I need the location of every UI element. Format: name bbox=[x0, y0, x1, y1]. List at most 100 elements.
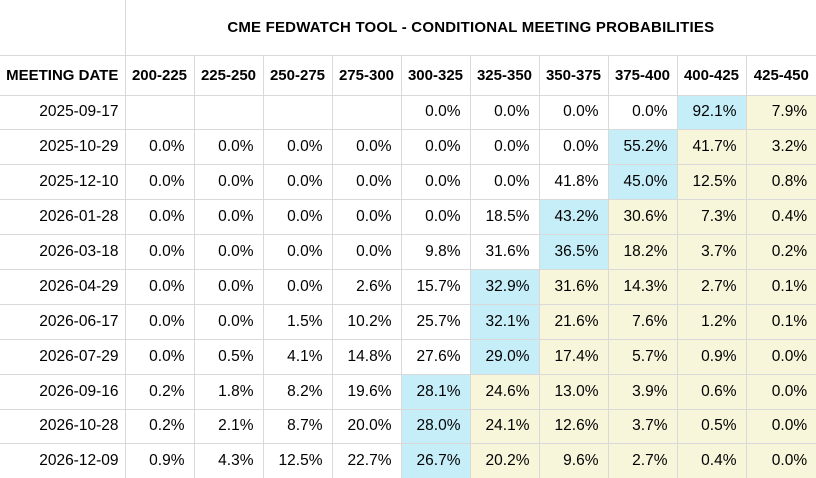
probability-cell: 18.5% bbox=[469, 199, 540, 236]
probability-cell: 0.0% bbox=[124, 234, 195, 270]
probability-cell: 92.1% bbox=[676, 94, 747, 131]
column-header: 350-375 bbox=[538, 54, 609, 96]
probability-cell: 3.9% bbox=[607, 373, 678, 410]
probability-cell: 0.0% bbox=[262, 164, 333, 201]
probability-cell: 7.3% bbox=[676, 199, 747, 236]
probability-cell: 2.7% bbox=[676, 268, 747, 305]
meeting-date-cell: 2026-04-29 bbox=[0, 268, 126, 305]
probability-cell: 32.9% bbox=[469, 268, 540, 305]
probability-cell: 0.0% bbox=[193, 268, 264, 305]
probability-cell: 9.8% bbox=[400, 234, 471, 270]
meeting-date-cell: 2025-12-10 bbox=[0, 164, 126, 201]
probability-cell: 3.2% bbox=[745, 129, 816, 166]
table-row: 2026-09-16 0.2% 1.8% 8.2% 19.6% 28.1% 24.6% 13.… bbox=[0, 373, 816, 410]
probability-cell: 0.2% bbox=[745, 234, 816, 270]
probability-cell: 0.4% bbox=[745, 199, 816, 236]
probability-cell: 0.0% bbox=[400, 164, 471, 201]
probability-cell: 1.8% bbox=[193, 373, 264, 410]
probability-cell: 14.3% bbox=[607, 268, 678, 305]
meeting-date-cell: 2026-01-28 bbox=[0, 199, 126, 236]
column-header: 425-450 bbox=[745, 54, 816, 96]
corner-cell bbox=[0, 0, 126, 56]
table-row: 2026-10-28 0.2% 2.1% 8.7% 20.0% 28.0% 24.1% 12.… bbox=[0, 408, 816, 445]
column-header-meeting-date: MEETING DATE bbox=[0, 54, 126, 96]
probability-cell: 0.0% bbox=[193, 199, 264, 236]
probability-cell: 0.0% bbox=[469, 164, 540, 201]
table-row: 2026-12-09 0.9% 4.3% 12.5% 22.7% 26.7% 20.2% 9.… bbox=[0, 443, 816, 478]
probability-cell: 29.0% bbox=[469, 338, 540, 375]
table-row: 2026-07-29 0.0% 0.5% 4.1% 14.8% 27.6% 29.0% 17.… bbox=[0, 338, 816, 375]
probability-cell: 7.6% bbox=[607, 303, 678, 340]
probability-cell: 55.2% bbox=[607, 129, 678, 166]
probability-cell: 24.1% bbox=[469, 408, 540, 445]
probability-cell: 14.8% bbox=[331, 338, 402, 375]
probability-cell: 31.6% bbox=[538, 268, 609, 305]
probability-cell: 0.0% bbox=[331, 199, 402, 236]
probability-cell: 0.0% bbox=[124, 164, 195, 201]
probability-cell: 0.0% bbox=[262, 234, 333, 270]
probability-cell: 4.3% bbox=[193, 443, 264, 478]
probability-cell: 19.6% bbox=[331, 373, 402, 410]
probability-cell: 0.0% bbox=[193, 303, 264, 340]
title-row: CME FEDWATCH TOOL - CONDITIONAL MEETING … bbox=[0, 0, 816, 56]
probability-cell bbox=[124, 94, 195, 131]
probability-cell: 0.0% bbox=[745, 443, 816, 478]
probability-cell: 0.0% bbox=[400, 199, 471, 236]
probability-cell: 43.2% bbox=[538, 199, 609, 236]
probability-cell bbox=[193, 94, 264, 131]
probability-cell: 9.6% bbox=[538, 443, 609, 478]
probability-cell: 0.4% bbox=[676, 443, 747, 478]
probability-cell: 0.0% bbox=[331, 129, 402, 166]
header-row: MEETING DATE 200-225 225-250 250-275 275-30… bbox=[0, 54, 816, 96]
probability-cell: 0.0% bbox=[124, 129, 195, 166]
probability-cell: 28.0% bbox=[400, 408, 471, 445]
probability-cell bbox=[331, 94, 402, 131]
probability-cell: 0.0% bbox=[745, 373, 816, 410]
table-row: 2026-03-18 0.0% 0.0% 0.0% 0.0% 9.8% 31.6% 36.5%… bbox=[0, 234, 816, 270]
probability-cell: 0.0% bbox=[745, 408, 816, 445]
probability-cell: 4.1% bbox=[262, 338, 333, 375]
probability-cell: 0.1% bbox=[745, 268, 816, 305]
probability-cell: 20.2% bbox=[469, 443, 540, 478]
probability-cell: 25.7% bbox=[400, 303, 471, 340]
table-row: 2025-10-29 0.0% 0.0% 0.0% 0.0% 0.0% 0.0% 0.0% 55… bbox=[0, 129, 816, 166]
probability-cell: 8.7% bbox=[262, 408, 333, 445]
probability-cell: 3.7% bbox=[607, 408, 678, 445]
probability-cell: 0.0% bbox=[124, 303, 195, 340]
meeting-date-cell: 2025-10-29 bbox=[0, 129, 126, 166]
probability-cell: 2.6% bbox=[331, 268, 402, 305]
probability-cell: 2.1% bbox=[193, 408, 264, 445]
probability-cell: 45.0% bbox=[607, 164, 678, 201]
table-row: 2025-12-10 0.0% 0.0% 0.0% 0.0% 0.0% 0.0% 41.8% 4… bbox=[0, 164, 816, 201]
probability-cell: 24.6% bbox=[469, 373, 540, 410]
probability-cell: 8.2% bbox=[262, 373, 333, 410]
probability-cell: 32.1% bbox=[469, 303, 540, 340]
probability-cell bbox=[262, 94, 333, 131]
table-title: CME FEDWATCH TOOL - CONDITIONAL MEETING … bbox=[124, 0, 816, 56]
probability-cell: 12.5% bbox=[676, 164, 747, 201]
table-row: 2026-01-28 0.0% 0.0% 0.0% 0.0% 0.0% 18.5% 43.2%… bbox=[0, 199, 816, 236]
column-header: 375-400 bbox=[607, 54, 678, 96]
probability-cell: 18.2% bbox=[607, 234, 678, 270]
probability-cell: 3.7% bbox=[676, 234, 747, 270]
probability-cell: 7.9% bbox=[745, 94, 816, 131]
column-header: 250-275 bbox=[262, 54, 333, 96]
probability-cell: 0.8% bbox=[745, 164, 816, 201]
probability-cell: 5.7% bbox=[607, 338, 678, 375]
probability-cell: 0.0% bbox=[193, 164, 264, 201]
probability-cell: 31.6% bbox=[469, 234, 540, 270]
column-header: 225-250 bbox=[193, 54, 264, 96]
probability-cell: 0.6% bbox=[676, 373, 747, 410]
table-row: 2025-09-17 0.0% 0.0% 0.0% 0.0% 92.1% 7.9% bbox=[0, 94, 816, 131]
table-row: 2026-04-29 0.0% 0.0% 0.0% 2.6% 15.7% 32.9% 31.6… bbox=[0, 268, 816, 305]
column-header: 300-325 bbox=[400, 54, 471, 96]
probability-cell: 0.0% bbox=[538, 129, 609, 166]
probability-cell: 21.6% bbox=[538, 303, 609, 340]
probability-cell: 0.0% bbox=[538, 94, 609, 131]
probability-cell: 0.0% bbox=[400, 129, 471, 166]
meeting-date-cell: 2026-10-28 bbox=[0, 408, 126, 445]
probability-cell: 13.0% bbox=[538, 373, 609, 410]
probability-cell: 1.5% bbox=[262, 303, 333, 340]
